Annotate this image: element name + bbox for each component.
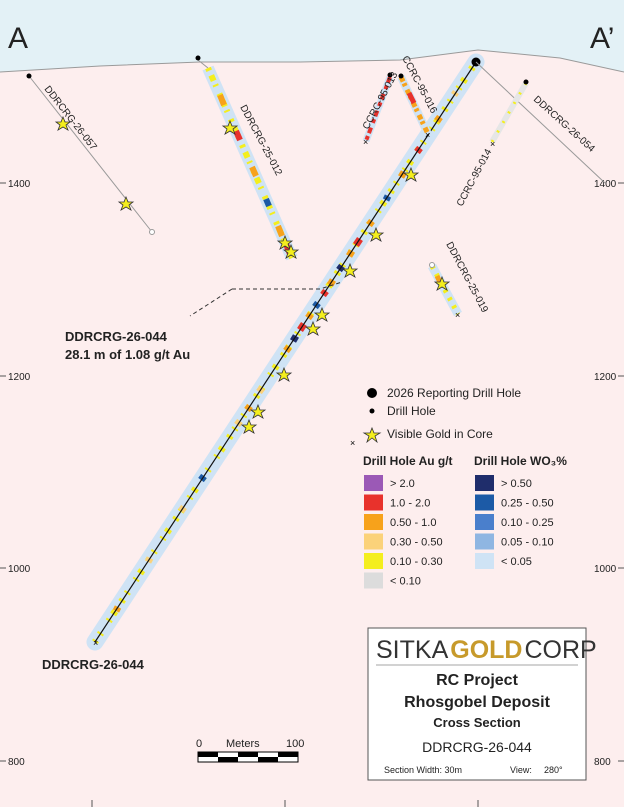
legend-au-swatch-4	[364, 553, 383, 569]
legend-au-label-5: < 0.10	[390, 576, 421, 588]
svg-text:×: ×	[425, 130, 430, 140]
hole-ddrcrg-26-054[interactable]	[475, 61, 606, 184]
elevation-left-1400: 1400	[8, 179, 31, 190]
legend-wo3-title: Drill Hole WO₃%	[474, 454, 567, 468]
legend-au-swatch-3	[364, 533, 383, 550]
legend-visible-gold: Visible Gold in Core	[387, 427, 493, 441]
view-type: Cross Section	[433, 715, 520, 730]
legend-au-label-4: 0.10 - 0.30	[390, 556, 443, 568]
legend-au-swatch-2	[364, 514, 383, 530]
legend-wo3-swatch-4	[475, 553, 494, 569]
elevation-right-1200: 1200	[594, 372, 617, 383]
drill-hole-symbol	[369, 408, 375, 414]
legend-wo3-label-4: < 0.05	[501, 556, 532, 568]
legend-wo3-swatch-1	[475, 494, 494, 511]
scale-bar: 0 Meters 100	[196, 738, 304, 763]
hole-ccrc-95-016[interactable]: ×	[397, 73, 432, 141]
legend-wo3-label-2: 0.10 - 0.25	[501, 517, 554, 529]
legend-au-swatch-5	[364, 572, 383, 589]
hole-ddrcrg-26-044[interactable]: ×	[86, 53, 485, 651]
visible-gold-stars-044	[240, 166, 420, 434]
legend-au-title: Drill Hole Au g/t	[363, 454, 453, 468]
callout-hole: DDRCRG-26-044	[65, 329, 168, 344]
legend-wo3-swatch-0	[475, 475, 494, 491]
hole-label-ddrcrg-26-044: DDRCRG-26-044	[42, 657, 145, 672]
elevation-left-1000: 1000	[8, 564, 31, 575]
svg-text:×: ×	[455, 310, 460, 320]
hole-end-marker: ×	[490, 139, 495, 149]
legend-wo3-label-1: 0.25 - 0.50	[501, 498, 554, 510]
titleblock-hole: DDRCRG-26-044	[422, 739, 532, 755]
legend: 2026 Reporting Drill Hole Drill Hole × V…	[350, 386, 567, 589]
elevation-left-1200: 1200	[8, 372, 31, 383]
callout-intercept: 28.1 m of 1.08 g/t Au	[65, 347, 190, 362]
legend-au-label-2: 0.50 - 1.0	[390, 517, 436, 529]
legend-wo3-swatch-3	[475, 533, 494, 550]
reporting-hole-symbol	[367, 388, 377, 398]
legend-drill-hole: Drill Hole	[387, 404, 436, 418]
legend-wo3-label-3: 0.05 - 0.10	[501, 537, 554, 549]
sky-fill	[0, 0, 624, 72]
title-block: SITKAGOLDCORP RC Project Rhosgobel Depos…	[367, 627, 597, 781]
svg-text:×: ×	[363, 137, 368, 147]
section-width: Section Width: 30m	[384, 765, 462, 775]
hole-ddrcrg-25-019[interactable]: ×	[428, 262, 462, 321]
legend-au-label-1: 1.0 - 2.0	[390, 498, 430, 510]
callout-leader	[232, 281, 343, 290]
hole-ddrcrg-26-057[interactable]	[26, 73, 155, 235]
deposit-title: Rhosgobel Deposit	[404, 694, 550, 711]
elevation-right-1000: 1000	[594, 564, 617, 575]
elevation-right-800: 800	[594, 757, 611, 768]
legend-au-swatch-0	[364, 475, 383, 491]
elevation-right-1400: 1400	[594, 179, 617, 190]
elevation-left-800: 800	[8, 757, 25, 768]
scale-units: Meters	[226, 738, 260, 750]
view-value: 280°	[544, 765, 563, 775]
section-label-right: A’	[590, 22, 614, 55]
hole-ddrcrg-25-012[interactable]	[195, 55, 300, 261]
hole-ccrc-95-013[interactable]: ×	[362, 72, 394, 148]
scale-end: 100	[286, 738, 304, 750]
scale-zero: 0	[196, 738, 202, 750]
legend-au-label-3: 0.30 - 0.50	[390, 537, 443, 549]
legend-reporting-hole: 2026 Reporting Drill Hole	[387, 386, 521, 400]
section-label-left: A	[8, 22, 28, 55]
hole-end-symbol: ×	[350, 438, 355, 448]
project-title: RC Project	[436, 672, 518, 689]
legend-au-swatch-1	[364, 494, 383, 511]
legend-wo3-swatch-2	[475, 514, 494, 530]
svg-text:×: ×	[93, 638, 98, 648]
topography-line	[0, 49, 624, 73]
legend-wo3-label-0: > 0.50	[501, 478, 532, 490]
company-logo: SITKAGOLDCORP	[376, 636, 597, 664]
visible-gold-star-icon	[362, 426, 382, 444]
legend-au-label-0: > 2.0	[390, 478, 415, 490]
view-label: View:	[510, 765, 532, 775]
